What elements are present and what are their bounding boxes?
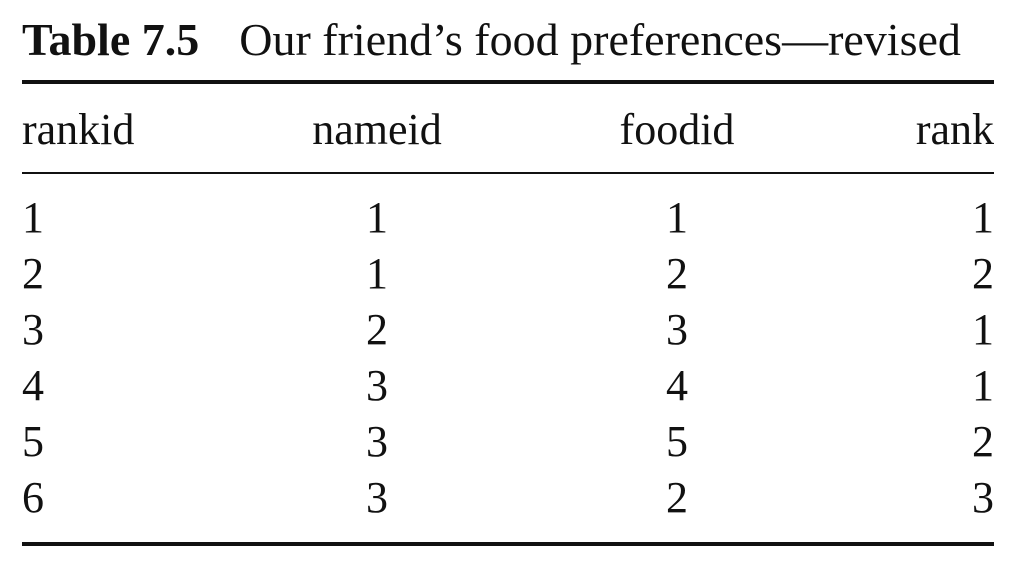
cell-foodid: 5 — [666, 417, 688, 466]
table-row: 3 2 3 1 — [22, 302, 994, 358]
cell-nameid: 3 — [366, 417, 388, 466]
table-row: 1 1 1 1 — [22, 190, 994, 246]
table-row: 5 3 5 2 — [22, 414, 994, 470]
column-header-rank: rank — [915, 105, 994, 154]
cell-rank: 3 — [972, 473, 994, 522]
table-body: 1 1 1 1 2 1 2 2 3 2 3 1 4 3 4 1 5 3 5 2 — [22, 190, 994, 526]
column-header-nameid: nameid — [312, 105, 442, 154]
top-rule — [22, 80, 994, 84]
cell-foodid: 4 — [666, 361, 688, 410]
cell-rank: 1 — [972, 305, 994, 354]
cell-foodid: 2 — [666, 249, 688, 298]
header-rule — [22, 172, 994, 174]
table-row: 2 1 2 2 — [22, 246, 994, 302]
cell-rank: 1 — [972, 361, 994, 410]
cell-rankid: 6 — [22, 473, 44, 522]
cell-foodid: 3 — [666, 305, 688, 354]
cell-rank: 1 — [972, 193, 994, 242]
table-row: 6 3 2 3 — [22, 470, 994, 526]
table-header-row: rankid nameid foodid rank — [22, 102, 994, 158]
cell-nameid: 1 — [366, 249, 388, 298]
cell-rankid: 1 — [22, 193, 44, 242]
cell-nameid: 1 — [366, 193, 388, 242]
cell-rank: 2 — [972, 249, 994, 298]
cell-rankid: 3 — [22, 305, 44, 354]
column-header-rankid: rankid — [22, 105, 135, 154]
table-row: 4 3 4 1 — [22, 358, 994, 414]
cell-foodid: 2 — [666, 473, 688, 522]
cell-nameid: 3 — [366, 361, 388, 410]
bottom-rule — [22, 542, 994, 546]
cell-foodid: 1 — [666, 193, 688, 242]
cell-nameid: 2 — [366, 305, 388, 354]
column-header-foodid: foodid — [619, 105, 735, 154]
cell-rank: 2 — [972, 417, 994, 466]
cell-rankid: 2 — [22, 249, 44, 298]
table-caption: Table 7.5 Our friend’s food preferences—r… — [22, 12, 961, 68]
cell-rankid: 5 — [22, 417, 44, 466]
cell-rankid: 4 — [22, 361, 44, 410]
table-title: Our friend’s food preferences—revised — [239, 14, 961, 65]
table-label: Table 7.5 — [22, 14, 200, 65]
cell-nameid: 3 — [366, 473, 388, 522]
